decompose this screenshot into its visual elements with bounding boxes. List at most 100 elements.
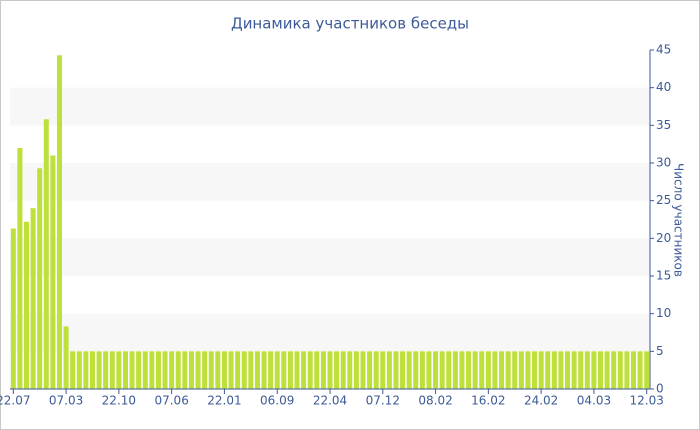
bar [433,351,439,389]
bar [617,351,623,389]
x-tick-label: 22.07 [0,394,30,408]
bar [551,351,557,389]
bar [558,351,564,389]
chart-title: Динамика участников беседы [231,15,469,33]
bar [202,351,208,389]
bar [393,351,399,389]
bar [96,351,102,389]
bar [353,351,359,389]
y-tick-label: 30 [656,156,671,170]
bar [452,351,458,389]
bar [545,351,551,389]
bar [380,351,386,389]
bar [254,351,260,389]
bar [162,351,168,389]
bar [182,351,188,389]
bar [17,147,23,389]
x-tick-label: 06.09 [260,394,294,408]
bar [37,168,43,389]
bar [505,351,511,389]
x-tick-label: 22.04 [313,394,347,408]
bar [208,351,214,389]
grid-band [10,238,650,276]
bar [565,351,571,389]
bar [340,351,346,389]
bar [386,351,392,389]
x-tick-label: 04.03 [577,394,611,408]
bar [235,351,241,389]
bar [129,351,135,389]
bar [103,351,109,389]
y-tick-label: 5 [656,344,664,358]
bar [624,351,630,389]
x-tick-label: 07.03 [49,394,83,408]
bar [479,351,485,389]
bar [499,351,505,389]
bar [294,351,300,389]
bar [169,351,175,389]
y-tick-label: 25 [656,193,671,207]
bar [637,351,643,389]
bar [142,351,148,389]
grid-band [10,313,650,352]
bar [70,351,76,389]
bar [188,351,194,389]
bar [116,351,122,389]
y-axis-label: Число участников [672,163,686,277]
y-tick-label: 10 [656,306,671,320]
bar [571,351,577,389]
bar [459,351,465,389]
bar [327,351,333,389]
x-tick-label: 12.03 [630,394,664,408]
bar [136,351,142,389]
y-tick-label: 0 [656,382,664,396]
bar [63,326,69,389]
x-tick-label: 07.12 [366,394,400,408]
bar [426,351,432,389]
x-tick-label: 07.06 [154,394,188,408]
bar [307,351,313,389]
bar [50,155,56,389]
bar [472,351,478,389]
bar [314,351,320,389]
bar [195,351,201,389]
y-tick-label: 45 [656,43,671,57]
bar [274,351,280,389]
bar [419,351,425,389]
bar [525,351,531,389]
bar [439,351,445,389]
grid-band [10,163,650,201]
bar [406,351,412,389]
bar [532,351,538,389]
bar [446,351,452,389]
bar [83,351,89,389]
bar [248,351,254,389]
bar [221,351,227,389]
bar [30,208,36,389]
bar [518,351,524,389]
bar [122,351,128,389]
bar [10,228,16,389]
y-tick-label: 40 [656,80,671,94]
bar [591,351,597,389]
bar [261,351,267,389]
bar [76,351,82,389]
bar [320,351,326,389]
bar [89,351,95,389]
bar [287,351,293,389]
bar [43,119,49,389]
bar [23,221,30,389]
bar [56,55,62,389]
bar [538,351,544,389]
bar [644,351,650,389]
bar [578,351,584,389]
bar [347,351,353,389]
bar [360,351,366,389]
bar [334,351,340,389]
bar [175,351,181,389]
bar [373,351,379,389]
bar [367,351,373,389]
x-tick-label: 22.10 [102,394,136,408]
x-tick-label: 16.02 [471,394,505,408]
bar [400,351,406,389]
